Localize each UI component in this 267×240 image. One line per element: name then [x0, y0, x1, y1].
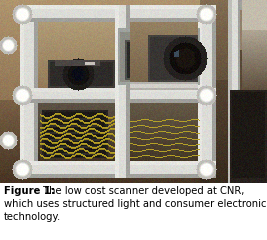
Text: which uses structured light and consumer electronic: which uses structured light and consumer…	[4, 199, 266, 209]
Text: The low cost scanner developed at CNR,: The low cost scanner developed at CNR,	[40, 186, 244, 196]
Text: technology.: technology.	[4, 212, 61, 222]
Text: Figure 1:: Figure 1:	[4, 186, 55, 196]
